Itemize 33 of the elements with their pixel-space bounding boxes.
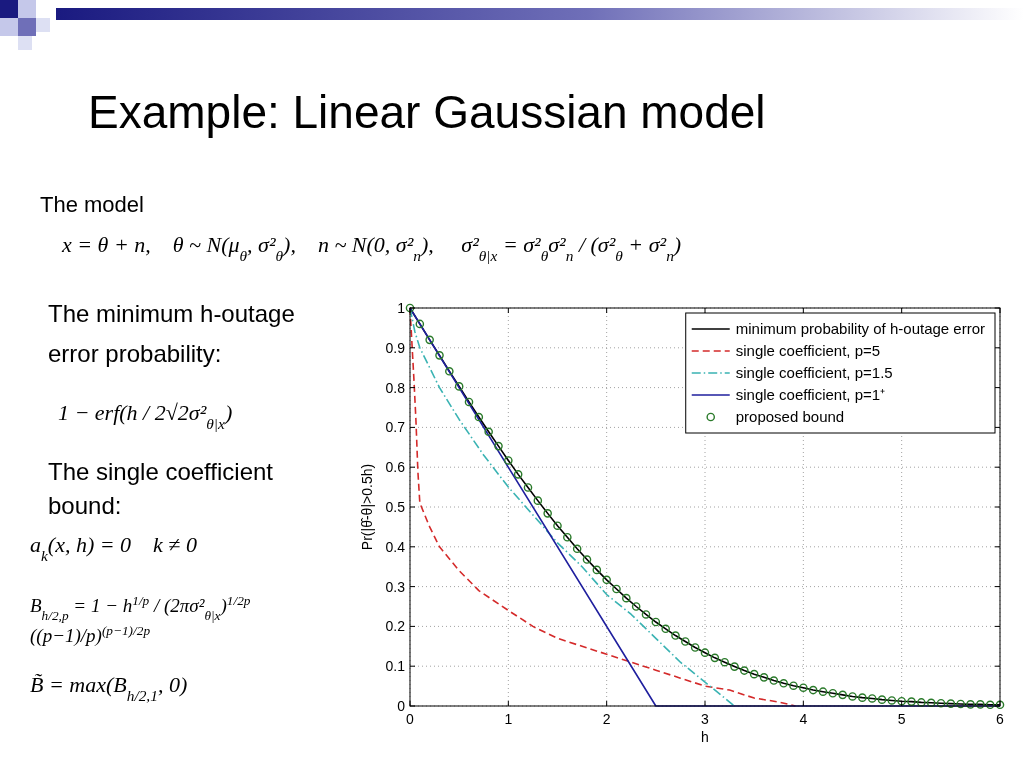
legend-label: single coefficient, p=1⁺ xyxy=(735,386,886,404)
y-tick-label: 0.1 xyxy=(385,658,406,675)
text: The single coefficient bound: xyxy=(48,458,274,519)
y-axis-title: Pr(|θ̂-θ|>0.5h) xyxy=(359,463,375,551)
legend-label: single coefficient, p=1.5 xyxy=(735,364,893,382)
x-tick-label: 2 xyxy=(602,711,611,727)
y-tick-label: 0.2 xyxy=(385,618,406,635)
text: The minimum h-outage error probability: xyxy=(48,300,295,367)
y-tick-label: 0.4 xyxy=(385,538,406,555)
text: x = θ + n, θ ~ N(μ$_{θ}$, σ²$_{θ}$), n ~ N(0, σ²$_{n}$), σ²$_{θ|x}$ = σ²$_{θ}$σ²$_{n}$ / (σ²$_{θ}$ + σ²$_{n}$) xyxy=(62,232,682,264)
chart-title: Example: Linear Gaussian model xyxy=(88,86,766,138)
y-tick-label: 0.9 xyxy=(385,339,406,356)
text: a$_{k}$(x, h) = 0 k ≠ 0 xyxy=(30,532,197,564)
x-tick-label: 4 xyxy=(799,711,808,727)
text: B$_{h/2,p}$ = 1 − h$^{1/p}$ / (2πσ²$_{θ|x}$)$^{1/2p}$ ((p−1)/p)$^{(p−1)/2p}$ xyxy=(30,592,251,646)
x-axis-title: h xyxy=(701,729,709,745)
text: The model xyxy=(40,192,144,217)
y-tick-label: 0 xyxy=(397,697,406,714)
x-tick-label: 5 xyxy=(897,711,906,727)
x-tick-label: 6 xyxy=(996,711,1005,727)
y-tick-label: 1 xyxy=(397,299,406,316)
legend-label: single coefficient, p=5 xyxy=(735,342,881,360)
x-tick-label: 1 xyxy=(504,711,513,727)
legend-label: proposed bound xyxy=(735,408,845,426)
y-tick-label: 0.6 xyxy=(385,459,406,476)
y-tick-label: 0.7 xyxy=(385,419,406,436)
text: B̃ = max(B$_{h/2,1}$, 0) xyxy=(30,672,188,704)
legend-label: minimum probability of h-outage error xyxy=(735,320,986,338)
y-tick-label: 0.8 xyxy=(385,379,406,396)
text: 1 − erf(h / 2√2σ²$_{θ|x}$) xyxy=(58,400,233,432)
y-tick-label: 0.3 xyxy=(385,578,406,595)
x-tick-label: 3 xyxy=(701,711,710,727)
y-tick-label: 0.5 xyxy=(385,498,406,515)
